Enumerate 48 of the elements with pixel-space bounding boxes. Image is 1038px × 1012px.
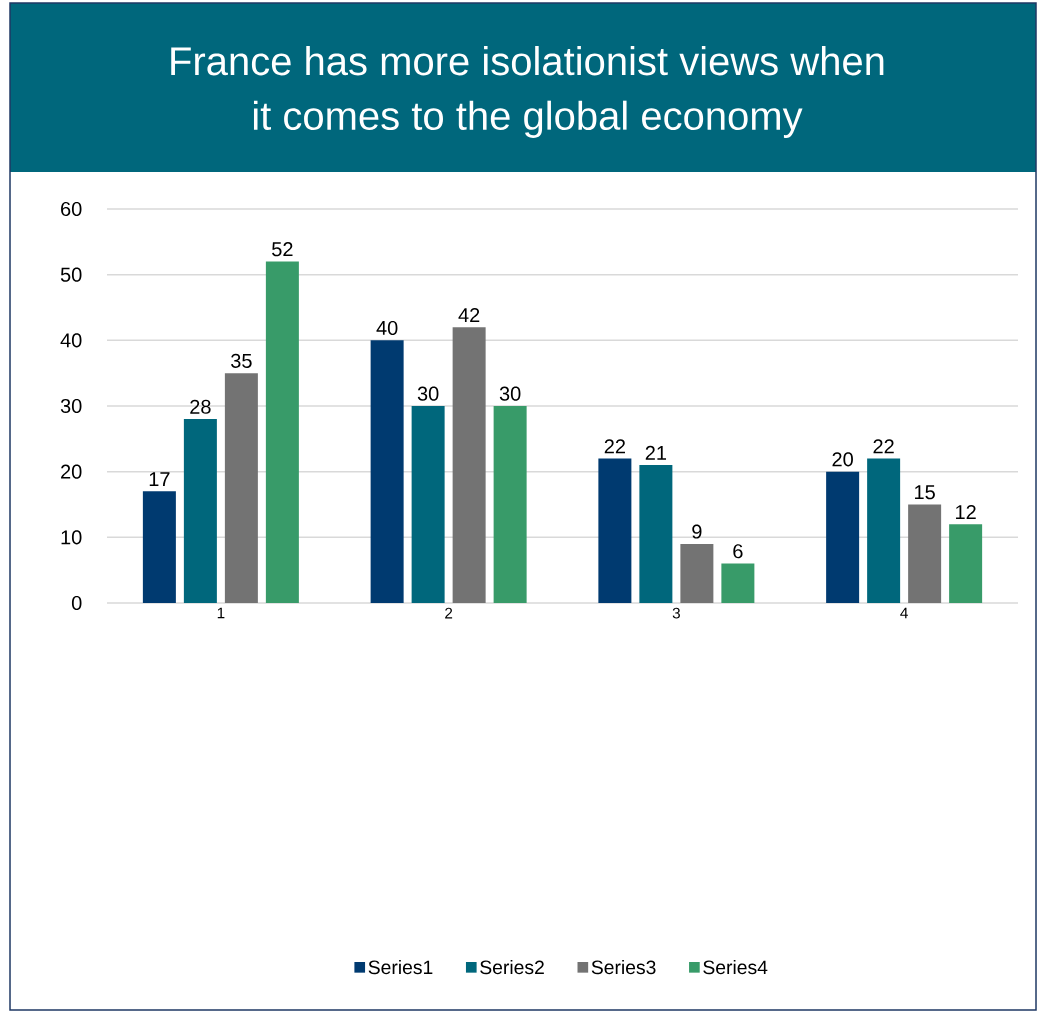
data-label: 42 [458,307,480,322]
y-tick-label: 0 [71,595,82,611]
bar [826,471,860,603]
y-tick-label: 20 [61,464,82,479]
data-label: 35 [231,353,252,368]
data-label: 21 [645,445,667,460]
legend-label: Series3 [591,959,656,975]
data-label: 28 [190,399,211,414]
legend-label: Series2 [480,959,544,975]
bar [224,373,258,603]
bar [867,458,901,603]
bar [142,491,176,603]
bar [598,458,632,603]
data-label: 22 [604,439,625,454]
data-label: 20 [832,452,853,467]
y-tick-label: 60 [61,201,82,217]
data-label: 40 [376,320,398,336]
legend-label: Series4 [703,959,768,975]
y-tick-label: 10 [61,530,82,545]
bar [493,405,527,603]
data-label: 12 [956,504,976,519]
bar [721,563,755,603]
bar [949,524,983,603]
bar [452,327,486,603]
bar [639,465,673,603]
y-tick-label: 40 [60,333,82,348]
y-tick-label: 30 [60,398,82,414]
x-tick-label: 2 [445,607,453,619]
data-label: 9 [692,524,702,539]
data-label: 52 [272,242,293,257]
data-label: 30 [417,386,439,401]
x-tick-label: 4 [900,607,908,619]
data-label: 17 [149,472,170,487]
data-label: 30 [499,386,521,401]
bar [411,405,445,603]
legend-label: Series1 [368,959,433,975]
data-label: 22 [873,439,894,454]
chart-title: France has more isolationist views when it comes to the global economy [171,46,884,138]
data-label: 6 [733,544,743,559]
x-tick-label: 3 [672,607,680,619]
bar [265,261,299,603]
bar [183,419,217,603]
bar [680,543,714,603]
bar [908,504,942,603]
bar [370,340,404,603]
y-tick-label: 50 [60,267,82,282]
data-label: 15 [915,485,935,500]
x-tick-label: 1 [217,607,225,619]
